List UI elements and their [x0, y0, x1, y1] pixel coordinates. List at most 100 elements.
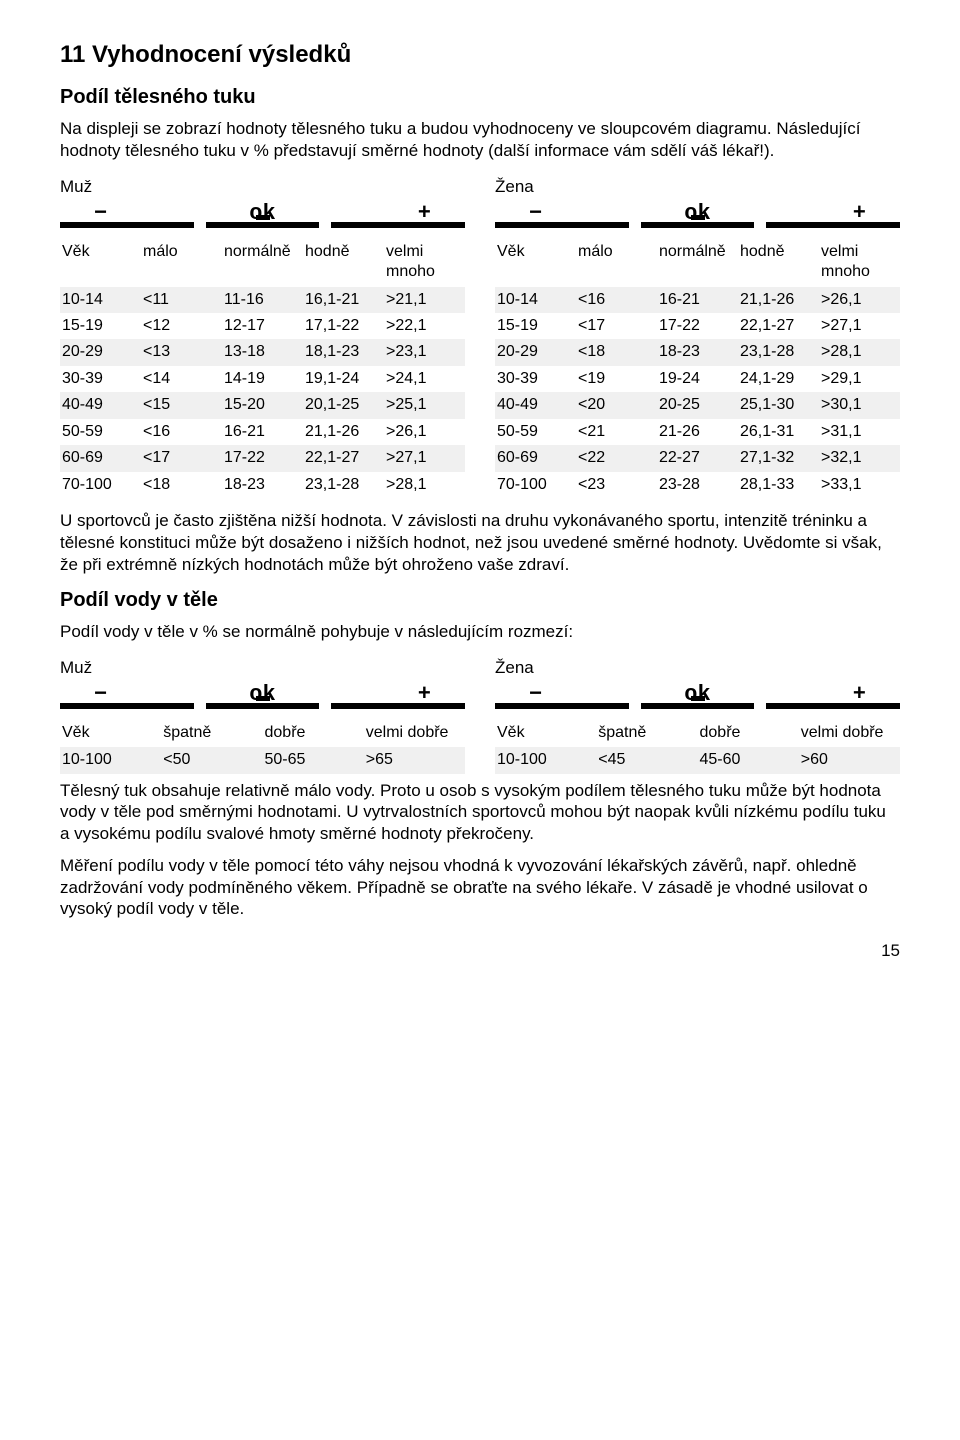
- table-header-cell: špatně: [596, 721, 697, 747]
- table-cell: 17-22: [222, 445, 303, 471]
- table-cell: 17-22: [657, 313, 738, 339]
- table-header-cell: velmi mnoho: [384, 240, 465, 287]
- table-header-cell: normálně: [657, 240, 738, 287]
- scale-bar-female: − ok +: [495, 202, 900, 232]
- table-cell: 30-39: [60, 366, 141, 392]
- table-cell: 22,1-27: [738, 313, 819, 339]
- table-cell: 15-19: [495, 313, 576, 339]
- table-header-cell: špatně: [161, 721, 262, 747]
- table-cell: >29,1: [819, 366, 900, 392]
- table-cell: <20: [576, 392, 657, 418]
- section-fat-note: U sportovců je často zjištěna nižší hodn…: [60, 510, 900, 575]
- table-cell: >28,1: [384, 472, 465, 498]
- table-cell: 40-49: [495, 392, 576, 418]
- table-header-cell: velmi mnoho: [819, 240, 900, 287]
- table-cell: 18,1-23: [303, 339, 384, 365]
- table-cell: 50-59: [60, 419, 141, 445]
- table-cell: 22-27: [657, 445, 738, 471]
- water-table-female: Věkšpatnědobřevelmi dobře 10-100<4545-60…: [495, 721, 900, 774]
- table-row: 50-59<1616-2121,1-26>26,1: [60, 419, 465, 445]
- section-water-note-1: Tělesný tuk obsahuje relativně málo vody…: [60, 780, 900, 845]
- table-cell: <17: [141, 445, 222, 471]
- table-cell: 10-14: [495, 287, 576, 313]
- table-cell: <11: [141, 287, 222, 313]
- table-cell: 25,1-30: [738, 392, 819, 418]
- table-cell: >27,1: [819, 313, 900, 339]
- table-header-cell: Věk: [495, 721, 596, 747]
- table-cell: <22: [576, 445, 657, 471]
- table-row: 10-100<4545-60>60: [495, 747, 900, 773]
- table-header-cell: hodně: [303, 240, 384, 287]
- section-water-title: Podíl vody v těle: [60, 588, 900, 614]
- page-number: 15: [60, 940, 900, 962]
- table-header-cell: málo: [141, 240, 222, 287]
- table-cell: <13: [141, 339, 222, 365]
- table-row: 10-14<1111-1616,1-21>21,1: [60, 287, 465, 313]
- table-cell: 28,1-33: [738, 472, 819, 498]
- table-cell: >24,1: [384, 366, 465, 392]
- table-cell: 10-14: [60, 287, 141, 313]
- section-water-intro: Podíl vody v těle v % se normálně pohybu…: [60, 621, 900, 643]
- table-header-cell: málo: [576, 240, 657, 287]
- table-header-row: Věkšpatnědobřevelmi dobře: [495, 721, 900, 747]
- table-header-row: Věkmálonormálněhodněvelmi mnoho: [495, 240, 900, 287]
- table-cell: 50-65: [263, 747, 364, 773]
- table-cell: 15-20: [222, 392, 303, 418]
- table-header-cell: Věk: [60, 721, 161, 747]
- table-cell: 18-23: [222, 472, 303, 498]
- table-cell: 20-25: [657, 392, 738, 418]
- section-water-note-2: Měření podílu vody v těle pomocí této vá…: [60, 855, 900, 920]
- table-cell: 16-21: [222, 419, 303, 445]
- table-cell: 16,1-21: [303, 287, 384, 313]
- table-cell: 26,1-31: [738, 419, 819, 445]
- scale-bar-male: − ok +: [60, 202, 465, 232]
- fat-table-female: Věkmálonormálněhodněvelmi mnoho 10-14<16…: [495, 240, 900, 499]
- table-cell: 30-39: [495, 366, 576, 392]
- table-cell: 20-29: [495, 339, 576, 365]
- table-cell: <12: [141, 313, 222, 339]
- table-cell: 18-23: [657, 339, 738, 365]
- table-cell: >22,1: [384, 313, 465, 339]
- table-cell: 23-28: [657, 472, 738, 498]
- table-cell: 23,1-28: [303, 472, 384, 498]
- table-cell: 21,1-26: [303, 419, 384, 445]
- table-cell: >21,1: [384, 287, 465, 313]
- table-cell: <19: [576, 366, 657, 392]
- table-cell: 16-21: [657, 287, 738, 313]
- table-row: 50-59<2121-2626,1-31>31,1: [495, 419, 900, 445]
- table-cell: 11-16: [222, 287, 303, 313]
- table-row: 15-19<1212-1717,1-22>22,1: [60, 313, 465, 339]
- page-title: 11 Vyhodnocení výsledků: [60, 40, 900, 71]
- table-cell: >33,1: [819, 472, 900, 498]
- label-female: Žena: [495, 176, 900, 198]
- table-cell: <16: [576, 287, 657, 313]
- table-cell: >23,1: [384, 339, 465, 365]
- table-cell: 21-26: [657, 419, 738, 445]
- table-cell: <50: [161, 747, 262, 773]
- table-cell: 10-100: [495, 747, 596, 773]
- table-row: 40-49<2020-2525,1-30>30,1: [495, 392, 900, 418]
- label-female: Žena: [495, 657, 900, 679]
- label-male: Muž: [60, 176, 465, 198]
- table-header-row: Věkšpatnědobřevelmi dobře: [60, 721, 465, 747]
- table-cell: 17,1-22: [303, 313, 384, 339]
- table-cell: 20,1-25: [303, 392, 384, 418]
- table-row: 15-19<1717-2222,1-27>27,1: [495, 313, 900, 339]
- table-cell: 13-18: [222, 339, 303, 365]
- table-cell: 19,1-24: [303, 366, 384, 392]
- table-cell: 12-17: [222, 313, 303, 339]
- table-cell: >60: [799, 747, 900, 773]
- table-header-cell: Věk: [495, 240, 576, 287]
- table-cell: 50-59: [495, 419, 576, 445]
- table-row: 10-14<1616-2121,1-26>26,1: [495, 287, 900, 313]
- table-cell: <14: [141, 366, 222, 392]
- table-cell: >26,1: [384, 419, 465, 445]
- table-cell: <17: [576, 313, 657, 339]
- table-cell: 27,1-32: [738, 445, 819, 471]
- table-header-cell: hodně: [738, 240, 819, 287]
- table-cell: >31,1: [819, 419, 900, 445]
- table-cell: 40-49: [60, 392, 141, 418]
- table-cell: 60-69: [495, 445, 576, 471]
- water-table-male: Věkšpatnědobřevelmi dobře 10-100<5050-65…: [60, 721, 465, 774]
- label-male: Muž: [60, 657, 465, 679]
